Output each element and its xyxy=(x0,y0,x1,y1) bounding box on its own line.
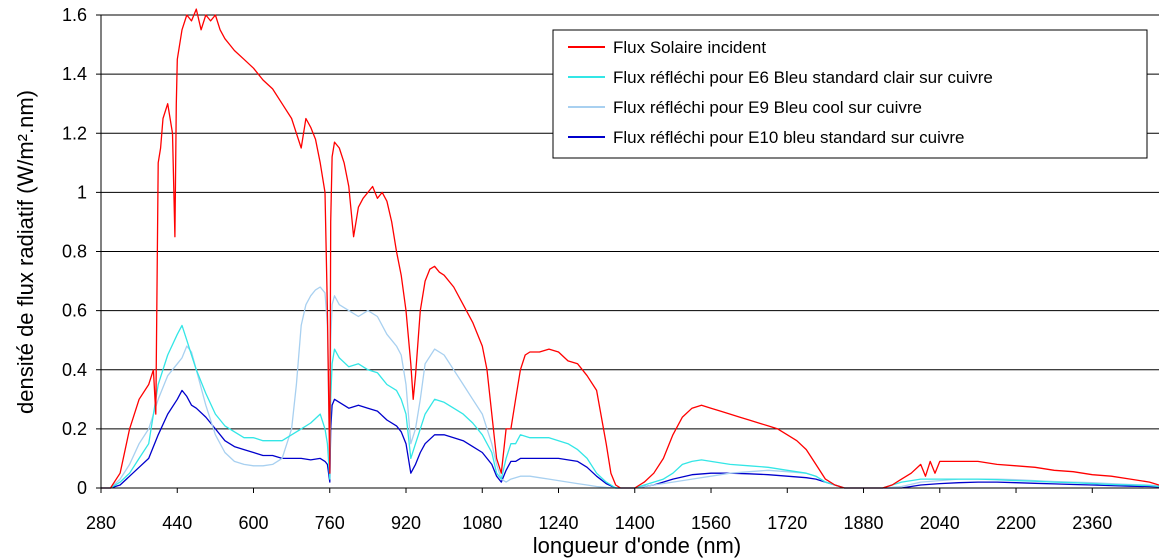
legend-label: Flux réfléchi pour E6 Bleu standard clai… xyxy=(613,68,993,87)
y-tick-label: 1.4 xyxy=(62,64,87,84)
x-tick-label: 1720 xyxy=(767,513,807,533)
y-axis-ticks: 0 0.2 0.4 0.6 0.8 1 1.2 1.4 1.6 xyxy=(62,5,101,498)
legend-box xyxy=(552,29,1148,159)
y-tick-label: 1.6 xyxy=(62,5,87,25)
x-tick-label: 2040 xyxy=(920,513,960,533)
y-tick-label: 1.2 xyxy=(62,123,87,143)
y-tick-label: 0 xyxy=(77,478,87,498)
y-tick-label: 1 xyxy=(77,182,87,202)
x-tick-label: 1080 xyxy=(462,513,502,533)
x-tick-label: 1240 xyxy=(538,513,578,533)
y-axis-title: densité de flux radiatif (W/m².nm) xyxy=(13,90,38,414)
x-tick-label: 2360 xyxy=(1072,513,1112,533)
x-tick-label: 920 xyxy=(391,513,421,533)
x-tick-label: 760 xyxy=(315,513,345,533)
legend-label: Flux réfléchi pour E9 Bleu cool sur cuiv… xyxy=(613,98,922,117)
series-line-2 xyxy=(101,324,1159,489)
x-tick-label: 2200 xyxy=(996,513,1036,533)
x-axis-title: longueur d'onde (nm) xyxy=(533,533,741,558)
legend-label: Flux réfléchi pour E10 bleu standard sur… xyxy=(613,128,965,147)
x-tick-label: 1880 xyxy=(843,513,883,533)
x-tick-label: 280 xyxy=(86,513,116,533)
x-tick-label: 600 xyxy=(238,513,268,533)
series-line-3 xyxy=(101,286,1159,489)
x-tick-label: 1400 xyxy=(615,513,655,533)
y-tick-label: 0.6 xyxy=(62,301,87,321)
y-tick-label: 0.8 xyxy=(62,242,87,262)
y-tick-label: 0.4 xyxy=(62,360,87,380)
y-tick-label: 0.2 xyxy=(62,419,87,439)
x-tick-label: 1560 xyxy=(691,513,731,533)
legend-label: Flux Solaire incident xyxy=(613,38,766,57)
x-tick-label: 440 xyxy=(162,513,192,533)
legend: Flux Solaire incident Flux réfléchi pour … xyxy=(552,29,1148,159)
x-axis-ticks: 280 440 600 760 920 1080 1240 1400 1560 1720 1880 2… xyxy=(86,488,1112,533)
